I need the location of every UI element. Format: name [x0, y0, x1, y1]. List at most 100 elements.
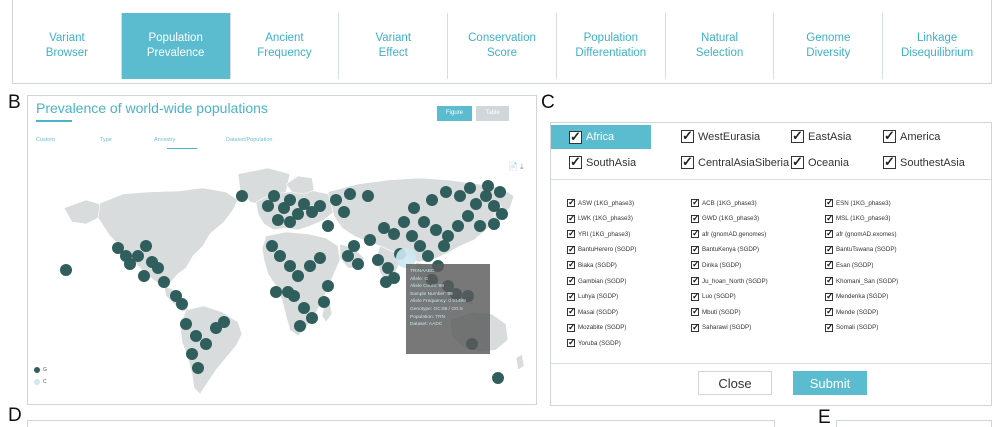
population-marker[interactable] [132, 250, 144, 262]
nav-tab-ancient-frequency[interactable]: Ancient Frequency [231, 13, 340, 79]
population-marker[interactable] [488, 218, 500, 230]
population-marker[interactable] [372, 254, 384, 266]
population-marker[interactable] [314, 252, 326, 264]
population-marker[interactable] [304, 260, 316, 272]
map-export-icon[interactable]: 📄 ⤓ [508, 162, 524, 171]
population-marker[interactable] [218, 316, 230, 328]
checkbox-checked-icon[interactable] [691, 322, 700, 333]
population-marker[interactable] [414, 240, 426, 252]
subtab-custom[interactable]: Custom [36, 137, 55, 143]
population-marker[interactable] [314, 200, 326, 212]
checkbox-checked-icon[interactable] [691, 244, 700, 255]
population-marker[interactable] [488, 200, 500, 212]
checkbox-checked-icon[interactable] [567, 228, 576, 239]
population-checkbox[interactable]: Mendenka (SGDP) [825, 291, 888, 302]
checkbox-checked-icon[interactable] [569, 129, 582, 145]
population-checkbox[interactable]: GWD (1KG_phase3) [691, 213, 759, 224]
population-marker[interactable] [352, 258, 364, 270]
nav-tab-natural-selection[interactable]: Natural Selection [666, 13, 775, 79]
population-marker[interactable] [152, 262, 164, 274]
population-checkbox[interactable]: Yoruba (SGDP) [567, 337, 621, 348]
checkbox-checked-icon[interactable] [691, 259, 700, 270]
population-marker[interactable] [292, 208, 304, 220]
population-marker[interactable] [470, 198, 482, 210]
population-marker[interactable] [480, 190, 492, 202]
checkbox-checked-icon[interactable] [825, 275, 834, 286]
population-marker[interactable] [330, 194, 342, 206]
population-checkbox[interactable]: Ju_hoan_North (SGDP) [691, 275, 768, 286]
population-checkbox[interactable]: Mozabite (SGDP) [567, 322, 626, 333]
submit-button[interactable]: Submit [793, 371, 867, 395]
population-marker[interactable] [348, 240, 360, 252]
nav-tab-linkage-disequilibrium[interactable]: Linkage Disequilibrium [901, 32, 974, 59]
population-marker[interactable] [474, 220, 486, 232]
population-marker[interactable] [438, 240, 450, 252]
subtab-ancestry[interactable]: Ancestry [154, 137, 176, 143]
population-checkbox[interactable]: Mende (SGDP) [825, 306, 878, 317]
region-southestasia[interactable]: SouthestAsia [883, 154, 965, 170]
population-marker[interactable] [426, 194, 438, 206]
population-marker[interactable] [442, 230, 454, 242]
checkbox-checked-icon[interactable] [691, 275, 700, 286]
population-marker[interactable] [496, 208, 508, 220]
population-checkbox[interactable]: ACB (1KG_phase3) [691, 197, 757, 208]
population-checkbox[interactable]: Luhya (SGDP) [567, 291, 618, 302]
population-marker[interactable] [398, 216, 410, 228]
population-checkbox[interactable]: ASW (1KG_phase3) [567, 197, 634, 208]
region-centralasiasiberia[interactable]: CentralAsiaSiberia [681, 154, 789, 170]
table-view-button[interactable]: Table [476, 106, 509, 121]
population-marker[interactable] [382, 262, 394, 274]
checkbox-checked-icon[interactable] [825, 322, 834, 333]
checkbox-checked-icon[interactable] [567, 291, 576, 302]
population-checkbox[interactable]: BantuTswana (SGDP) [825, 244, 897, 255]
population-marker[interactable] [274, 250, 286, 262]
population-marker[interactable] [482, 180, 494, 192]
population-marker[interactable] [298, 302, 310, 314]
checkbox-checked-icon[interactable] [567, 275, 576, 286]
population-marker[interactable] [284, 216, 296, 228]
population-marker[interactable] [200, 338, 212, 350]
checkbox-checked-icon[interactable] [691, 213, 700, 224]
population-checkbox[interactable]: BantuKenya (SGDP) [691, 244, 759, 255]
population-checkbox[interactable]: Dinka (SGDP) [691, 259, 741, 270]
population-checkbox[interactable]: Somali (SGDP) [825, 322, 878, 333]
population-marker[interactable] [318, 296, 330, 308]
population-checkbox[interactable]: ESN (1KG_phase3) [825, 197, 891, 208]
population-checkbox[interactable]: afr (gnomAD.genomes) [691, 228, 766, 239]
population-marker[interactable] [430, 224, 442, 236]
population-checkbox[interactable]: LWK (1KG_phase3) [567, 213, 633, 224]
region-africa[interactable]: Africa [551, 125, 651, 149]
checkbox-checked-icon[interactable] [825, 244, 834, 255]
population-checkbox[interactable]: Mbuti (SGDP) [691, 306, 741, 317]
population-marker[interactable] [422, 250, 434, 262]
checkbox-checked-icon[interactable] [567, 259, 576, 270]
population-marker[interactable] [362, 190, 374, 202]
population-marker[interactable] [364, 234, 376, 246]
highlighted-population-marker[interactable] [396, 248, 416, 268]
population-marker[interactable] [270, 286, 282, 298]
nav-tab-genome-diversity[interactable]: Genome Diversity [774, 13, 884, 79]
population-marker[interactable] [268, 190, 280, 202]
population-marker[interactable] [322, 220, 334, 232]
checkbox-checked-icon[interactable] [825, 306, 834, 317]
nav-tab-variant-browser[interactable]: Variant Browser [13, 13, 122, 79]
population-checkbox[interactable]: Esan (SGDP) [825, 259, 873, 270]
population-checkbox[interactable]: Luo (SGDP) [691, 291, 736, 302]
checkbox-checked-icon[interactable] [825, 259, 834, 270]
population-marker[interactable] [112, 242, 124, 254]
checkbox-checked-icon[interactable] [825, 228, 834, 239]
checkbox-checked-icon[interactable] [825, 213, 834, 224]
population-marker[interactable] [454, 190, 466, 202]
population-marker[interactable] [124, 258, 136, 270]
checkbox-checked-icon[interactable] [567, 213, 576, 224]
population-checkbox[interactable]: Saharawi (SGDP) [691, 322, 751, 333]
population-marker[interactable] [298, 198, 310, 210]
nav-tab-conservation-score[interactable]: Conservation Score [448, 13, 557, 79]
population-checkbox[interactable]: Masai (SGDP) [567, 306, 618, 317]
nav-tab-population-differentiation[interactable]: Population Differentiation [557, 13, 666, 79]
region-southasia[interactable]: SouthAsia [569, 154, 636, 170]
nav-tab-variant-effect[interactable]: Variant Effect [339, 13, 449, 79]
population-marker[interactable] [492, 372, 504, 384]
population-marker[interactable] [158, 276, 170, 288]
checkbox-checked-icon[interactable] [569, 154, 582, 170]
